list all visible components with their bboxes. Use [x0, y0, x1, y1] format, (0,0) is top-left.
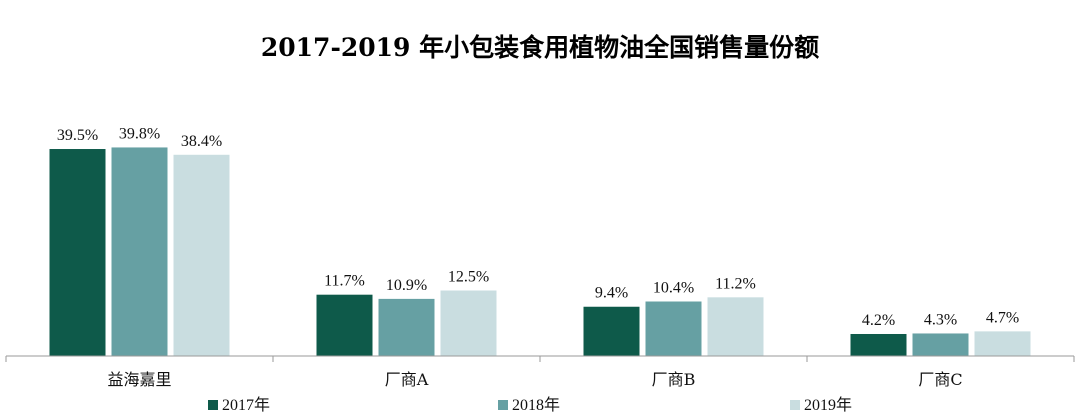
data-label-0-2: 38.4% — [181, 133, 222, 150]
category-label-2: 厂商B — [652, 370, 696, 389]
bar-0-1 — [111, 147, 168, 356]
data-label-2-2: 11.2% — [715, 275, 756, 292]
data-label-1-0: 11.7% — [324, 273, 365, 290]
bar-3-1 — [912, 333, 969, 356]
data-label-2-1: 10.4% — [653, 280, 694, 297]
category-label-1: 厂商A — [385, 370, 429, 389]
data-label-0-0: 39.5% — [57, 127, 98, 144]
plot-area: 39.5% 39.8% 38.4% 益海嘉里 11.7% 10.9% 12.5% 厂商A 9.4… — [5, 125, 1075, 414]
bar-1-0 — [316, 294, 373, 356]
data-label-3-0: 4.2% — [862, 312, 895, 329]
category-label-3: 厂商C — [918, 370, 962, 389]
data-label-1-1: 10.9% — [386, 277, 427, 294]
data-label-3-2: 4.7% — [986, 309, 1019, 326]
legend-label-0: 2017年 — [222, 396, 270, 414]
data-label-2-0: 9.4% — [595, 285, 628, 302]
legend-swatch-1 — [498, 400, 508, 410]
category-label-0: 益海嘉里 — [107, 370, 171, 389]
bar-2-1 — [645, 301, 702, 356]
bar-2-0 — [583, 306, 640, 356]
legend-swatch-2 — [790, 400, 800, 410]
bar-0-0 — [49, 149, 106, 356]
bar-3-2 — [974, 331, 1031, 356]
bar-3-0 — [850, 333, 907, 356]
bar-1-2 — [440, 290, 497, 356]
bar-2-2 — [707, 297, 764, 356]
legend-label-2: 2019年 — [804, 396, 852, 414]
data-label-3-1: 4.3% — [924, 311, 957, 328]
bar-1-1 — [378, 298, 435, 356]
chart-title: 2017-2019 年小包装食用植物油全国销售量份额 — [261, 33, 819, 62]
bar-0-2 — [173, 154, 230, 356]
data-label-1-2: 12.5% — [448, 269, 489, 286]
legend-label-1: 2018年 — [512, 396, 560, 414]
legend-swatch-0 — [208, 400, 218, 410]
data-label-0-1: 39.8% — [119, 125, 160, 142]
